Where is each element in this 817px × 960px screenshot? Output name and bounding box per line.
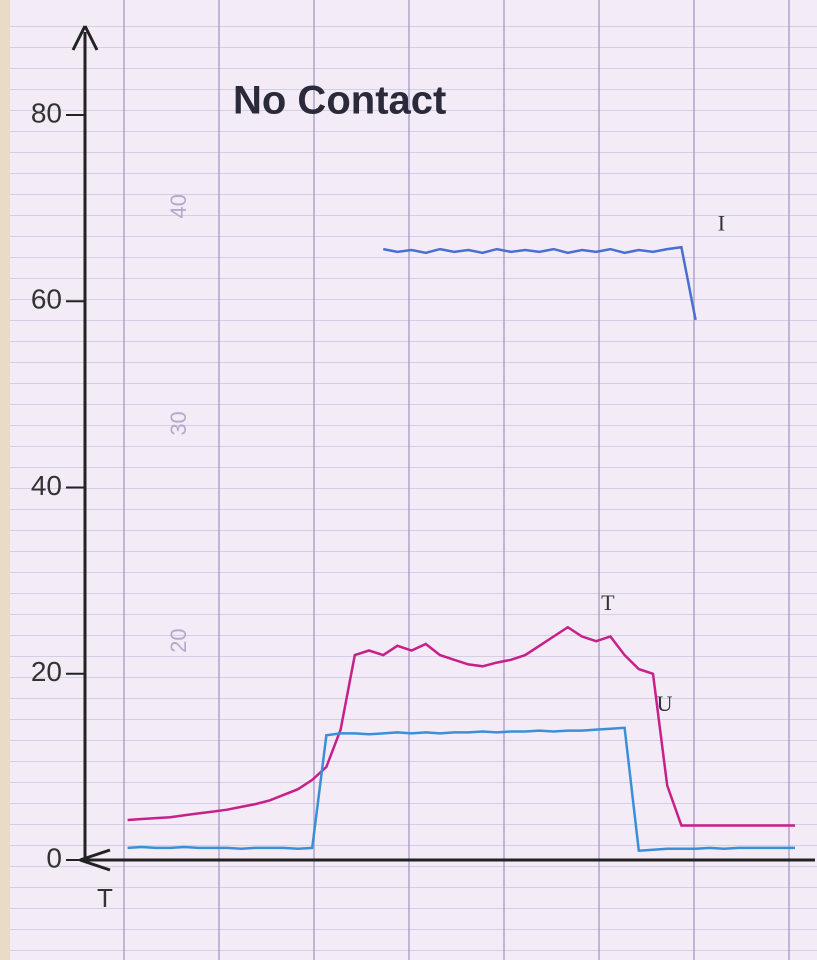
- series-label: U: [657, 691, 673, 716]
- series-line: [127, 625, 795, 827]
- y-tick-label: 20: [31, 656, 62, 687]
- paper: [10, 0, 817, 960]
- y2-tick-label: 20: [166, 628, 191, 652]
- y-tick-label: 60: [31, 284, 62, 315]
- y-tick-label: 80: [31, 97, 62, 128]
- series-line: [127, 726, 795, 853]
- chart-title: No Contact: [233, 79, 446, 123]
- y-tick-label: 0: [46, 842, 62, 873]
- series-label: I: [718, 210, 725, 235]
- y-tick-label: 40: [31, 470, 62, 501]
- y-axis-arrow: [71, 25, 99, 51]
- y2-tick-label: 30: [166, 411, 191, 435]
- x-axis-arrow: [79, 848, 111, 872]
- y2-tick-label: 40: [166, 194, 191, 218]
- x-axis-label: T: [97, 883, 113, 913]
- series-label: T: [601, 590, 615, 615]
- series-line: [382, 245, 697, 321]
